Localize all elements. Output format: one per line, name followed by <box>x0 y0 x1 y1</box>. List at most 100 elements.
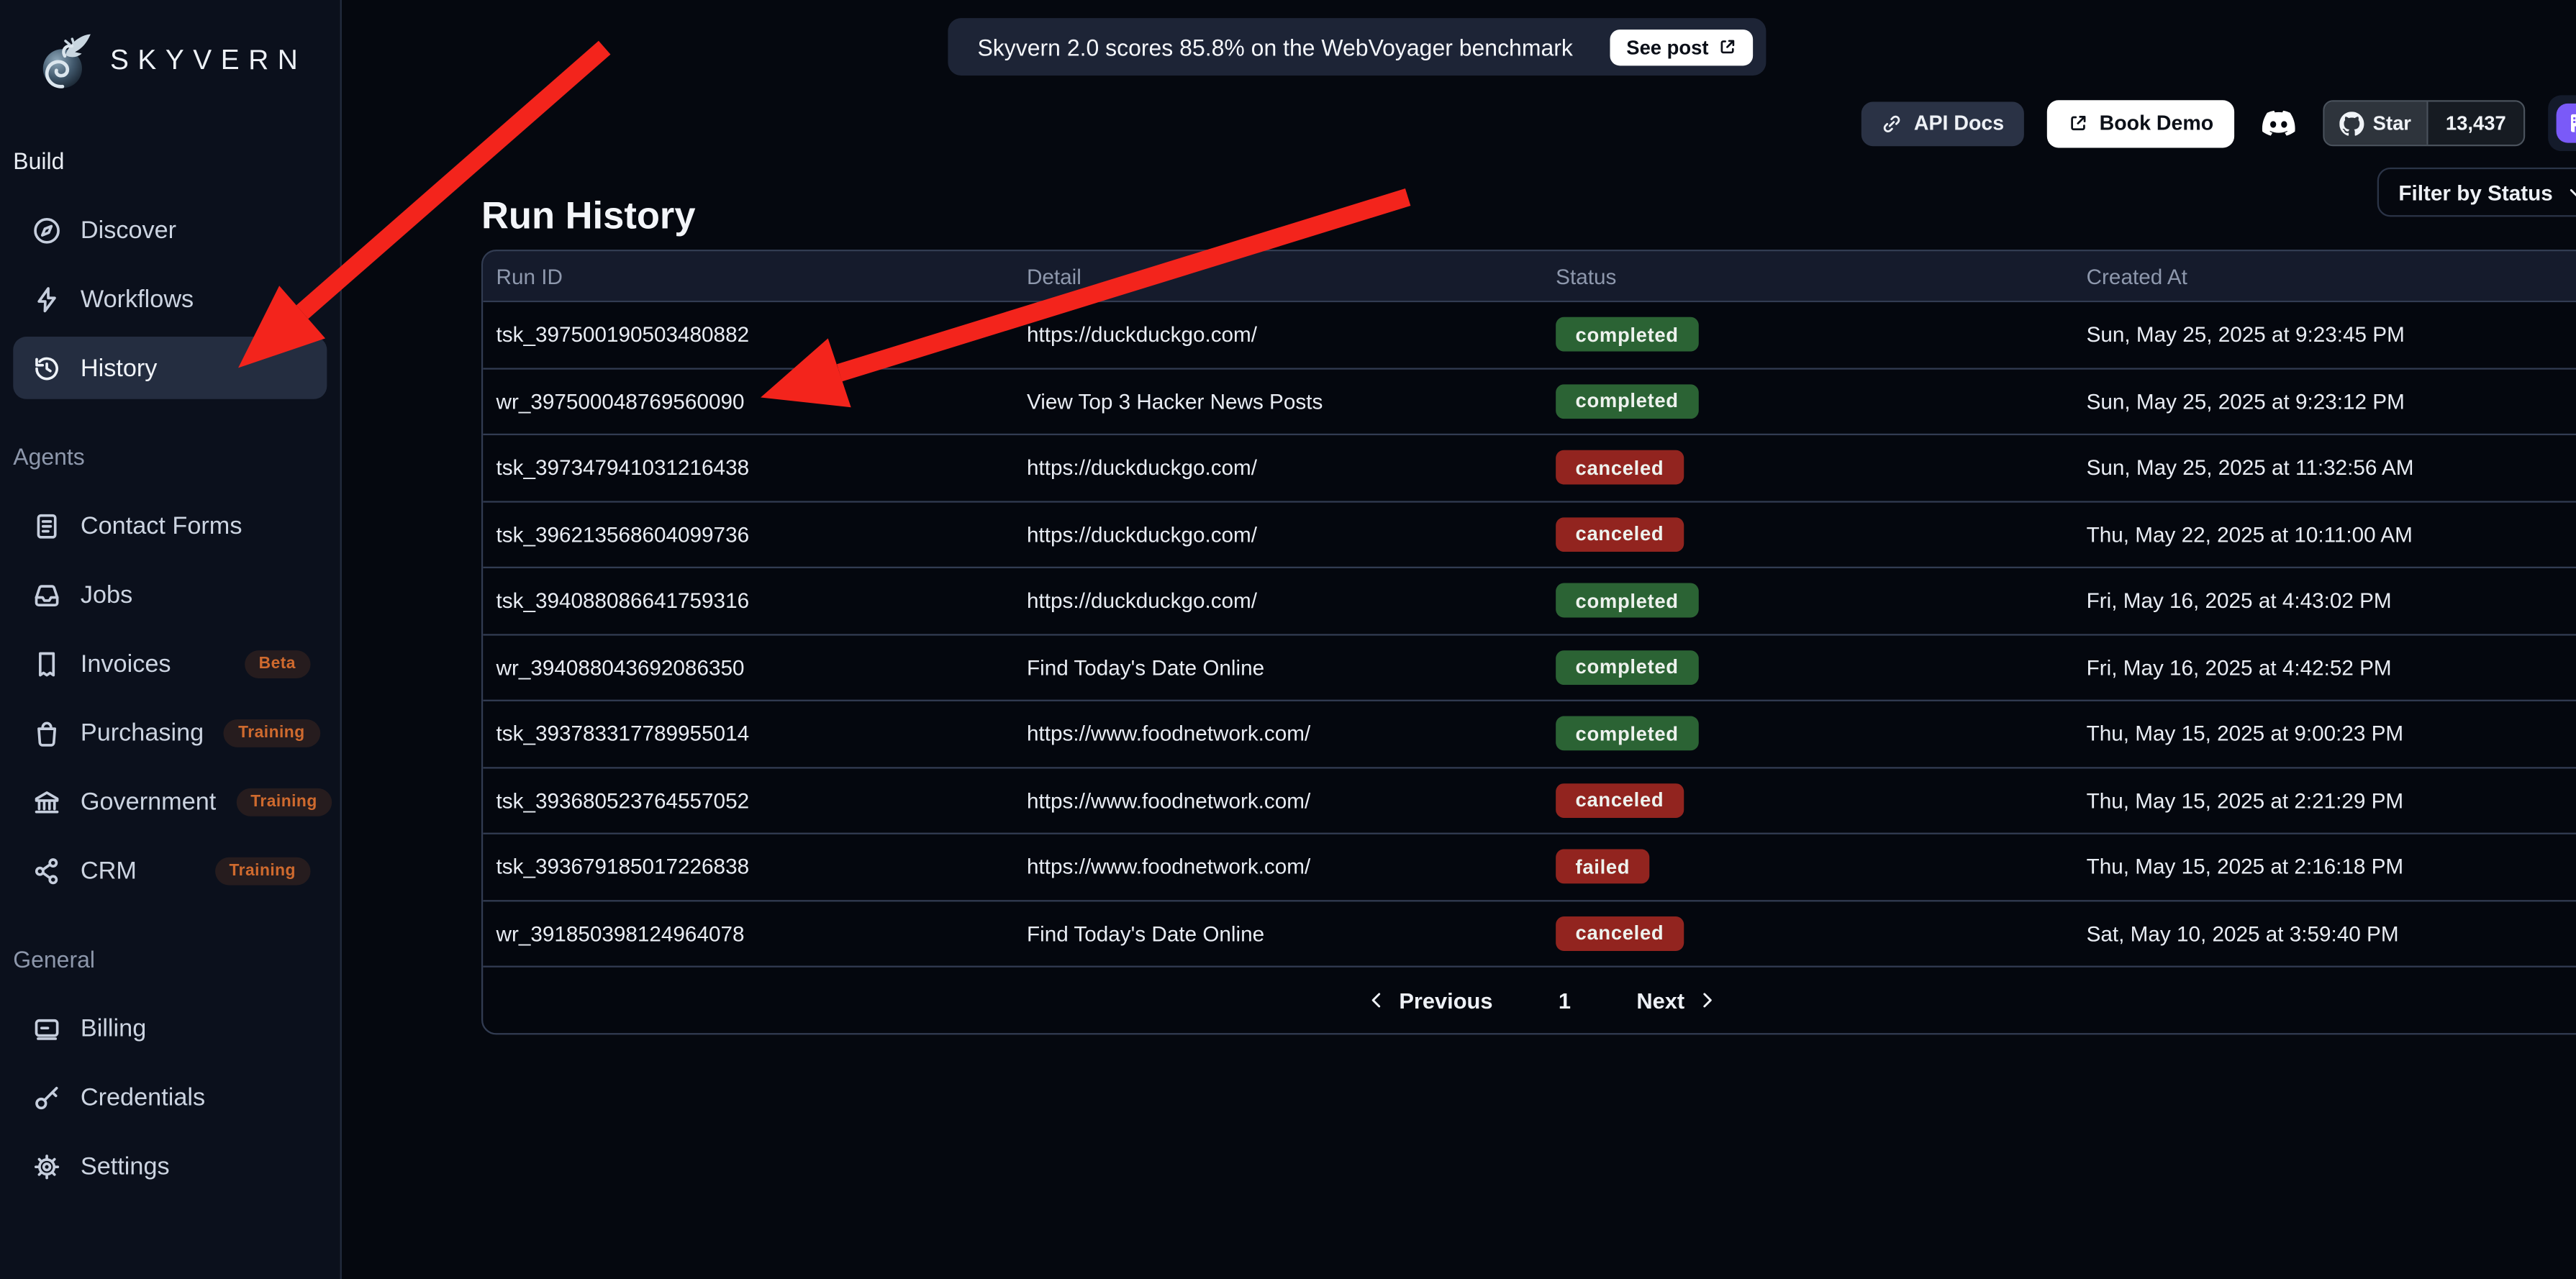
sidebar-item-discover[interactable]: Discover <box>13 199 327 261</box>
gear-icon <box>33 1152 61 1180</box>
table-row[interactable]: tsk_393679185017226838 https://www.foodn… <box>483 832 2576 900</box>
sidebar-item-label: Workflows <box>80 285 194 313</box>
detail-cell: https://duckduckgo.com/ <box>1026 322 1258 347</box>
status-badge: completed <box>1556 583 1699 619</box>
compass-icon <box>33 216 61 244</box>
discord-icon[interactable] <box>2258 106 2300 140</box>
sidebar-item-government[interactable]: Government Training <box>13 770 332 833</box>
created-at-cell: Thu, May 15, 2025 at 9:00:23 PM <box>2086 721 2404 747</box>
previous-page-button[interactable]: Previous <box>1356 986 1502 1014</box>
pagination: Previous 1 Next <box>483 965 2576 1033</box>
sidebar-item-credentials[interactable]: Credentials <box>13 1066 327 1129</box>
sidebar-item-billing[interactable]: Billing <box>13 997 327 1060</box>
sidebar-item-jobs[interactable]: Jobs <box>13 563 327 626</box>
detail-cell: Find Today's Date Online <box>1026 921 1265 946</box>
run-id-cell: tsk_397347941031216438 <box>496 455 750 481</box>
status-badge: completed <box>1556 716 1699 751</box>
training-badge: Training <box>223 718 320 747</box>
sidebar-item-settings[interactable]: Settings <box>13 1135 327 1198</box>
sidebar-item-contact-forms[interactable]: Contact Forms <box>13 494 327 557</box>
sidebar-item-label: Invoices <box>80 649 171 678</box>
created-at-cell: Thu, May 22, 2025 at 10:11:00 AM <box>2086 522 2413 547</box>
sidebar-item-crm[interactable]: CRM Training <box>13 839 327 902</box>
table-row[interactable]: tsk_393783317789955014 https://www.foodn… <box>483 699 2576 767</box>
credit-card-icon <box>33 1014 61 1042</box>
dragon-logo-icon <box>33 28 96 94</box>
nav-agents: Contact Forms Jobs Invoi <box>13 494 332 902</box>
lightning-bolt-icon <box>33 285 61 313</box>
page-number[interactable]: 1 <box>1558 988 1572 1013</box>
page-title: Run History <box>481 194 696 237</box>
skyvern-logo[interactable]: SKYVERN <box>13 28 327 94</box>
book-demo-label: Book Demo <box>2099 111 2214 135</box>
api-docs-button[interactable]: API Docs <box>1861 101 2024 146</box>
chevron-right-icon <box>1697 991 1717 1010</box>
next-page-button[interactable]: Next <box>1627 986 1728 1014</box>
table-row[interactable]: tsk_397500190503480882 https://duckduckg… <box>483 300 2576 368</box>
run-id-cell: tsk_394088086641759316 <box>496 588 750 614</box>
table-row[interactable]: wr_394088043692086350 Find Today's Date … <box>483 633 2576 700</box>
topbar-actions: API Docs Book Demo <box>1861 95 2576 152</box>
logo-wordmark: SKYVERN <box>109 44 307 76</box>
sidebar-item-label: Government <box>80 787 217 816</box>
table-row[interactable]: tsk_397347941031216438 https://duckduckg… <box>483 433 2576 501</box>
see-post-button[interactable]: See post <box>1610 28 1754 65</box>
github-octocat-icon <box>2340 111 2365 135</box>
status-badge: completed <box>1556 650 1699 685</box>
table-row[interactable]: wr_391850398124964078 Find Today's Date … <box>483 899 2576 966</box>
sidebar-item-label: Contact Forms <box>80 511 242 540</box>
book-demo-button[interactable]: Book Demo <box>2046 99 2235 147</box>
created-at-cell: Fri, May 16, 2025 at 4:42:52 PM <box>2086 655 2392 680</box>
chevron-left-icon <box>1366 991 1386 1010</box>
sidebar-item-label: History <box>80 354 158 382</box>
status-badge: completed <box>1556 317 1699 352</box>
filter-by-status-button[interactable]: Filter by Status <box>2377 167 2576 217</box>
section-label-agents: Agents <box>13 443 85 470</box>
star-count: 13,437 <box>2426 101 2524 145</box>
detail-cell: https://duckduckgo.com/ <box>1026 455 1258 481</box>
section-label-build: Build <box>13 147 65 175</box>
created-at-cell: Sat, May 10, 2025 at 3:59:40 PM <box>2086 921 2399 946</box>
previous-label: Previous <box>1399 988 1493 1013</box>
avatar <box>2557 103 2576 143</box>
beta-badge: Beta <box>244 649 311 678</box>
column-header-run-id: Run ID <box>496 263 563 288</box>
column-header-detail: Detail <box>1026 263 1081 288</box>
detail-cell: https://www.foodnetwork.com/ <box>1026 721 1311 747</box>
external-link-icon <box>2068 114 2087 133</box>
sidebar-item-label: Jobs <box>80 581 133 609</box>
external-link-icon <box>1718 38 1736 56</box>
run-id-cell: tsk_393783317789955014 <box>496 721 750 747</box>
announcement-banner: Skyvern 2.0 scores 85.8% on the WebVoyag… <box>948 18 1767 76</box>
sidebar-item-history[interactable]: History <box>13 337 327 399</box>
user-menu[interactable]: Shu <box>2549 95 2576 152</box>
sidebar-item-invoices[interactable]: Invoices Beta <box>13 632 327 695</box>
sidebar-item-workflows[interactable]: Workflows <box>13 268 327 330</box>
table-row[interactable]: tsk_396213568604099736 https://duckduckg… <box>483 500 2576 567</box>
detail-cell: Find Today's Date Online <box>1026 655 1265 680</box>
table-row[interactable]: tsk_394088086641759316 https://duckduckg… <box>483 566 2576 634</box>
sidebar-item-purchasing[interactable]: Purchasing Training <box>13 701 327 764</box>
banner-text: Skyvern 2.0 scores 85.8% on the WebVoyag… <box>977 33 1573 60</box>
table-row[interactable]: wr_397500048769560090 View Top 3 Hacker … <box>483 367 2576 434</box>
run-id-cell: wr_394088043692086350 <box>496 655 745 680</box>
status-badge: completed <box>1556 383 1699 419</box>
created-at-cell: Fri, May 16, 2025 at 4:43:02 PM <box>2086 588 2392 614</box>
next-label: Next <box>1636 988 1685 1013</box>
created-at-cell: Sun, May 25, 2025 at 9:23:12 PM <box>2086 388 2405 414</box>
section-label-general: General <box>13 946 95 973</box>
sidebar-item-label: Discover <box>80 216 177 245</box>
created-at-cell: Thu, May 15, 2025 at 2:16:18 PM <box>2086 854 2404 880</box>
github-star-widget[interactable]: Star 13,437 <box>2323 100 2526 147</box>
sidebar-item-label: Purchasing <box>80 718 204 747</box>
sidebar-item-label: Settings <box>80 1152 170 1180</box>
sidebar: SKYVERN Build Discover Workflows <box>0 0 342 1279</box>
created-at-cell: Sun, May 25, 2025 at 11:32:56 AM <box>2086 455 2414 481</box>
link-icon <box>1881 112 1902 134</box>
table-row[interactable]: tsk_393680523764557052 https://www.foodn… <box>483 766 2576 833</box>
run-id-cell: tsk_397500190503480882 <box>496 322 750 347</box>
run-id-cell: wr_397500048769560090 <box>496 388 745 414</box>
created-at-cell: Sun, May 25, 2025 at 9:23:45 PM <box>2086 322 2405 347</box>
status-badge: canceled <box>1556 516 1684 552</box>
